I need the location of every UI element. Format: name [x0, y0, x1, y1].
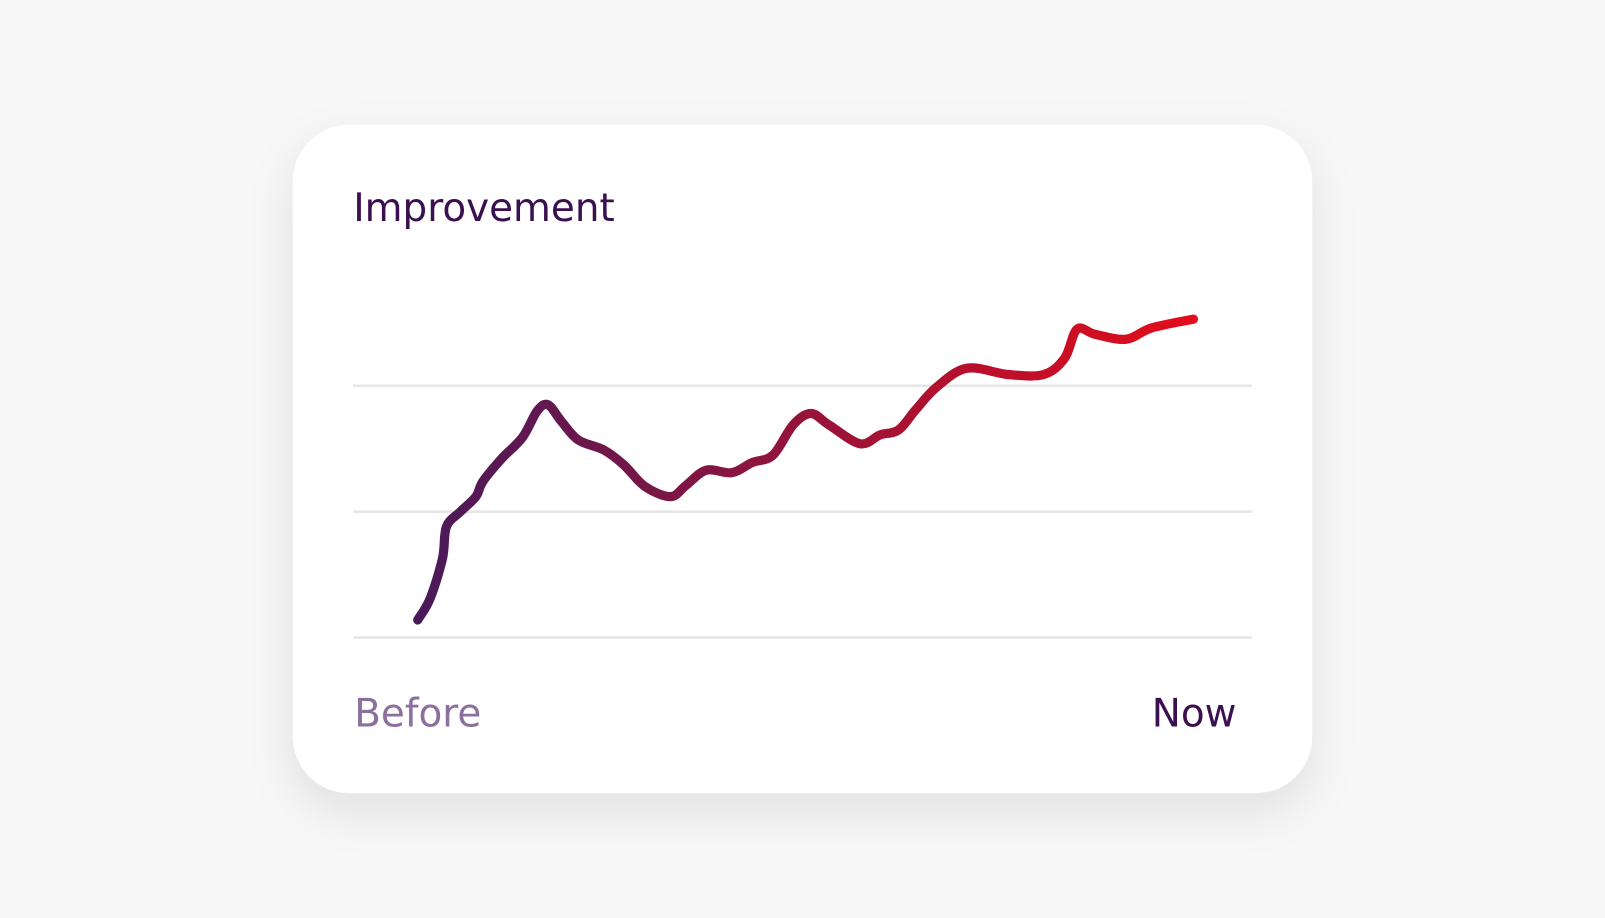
trend-line [413, 314, 1199, 625]
end-label: Now [1152, 692, 1237, 737]
start-label: Before [354, 692, 481, 737]
card [292, 124, 1313, 794]
card-title: Improvement [353, 186, 615, 231]
